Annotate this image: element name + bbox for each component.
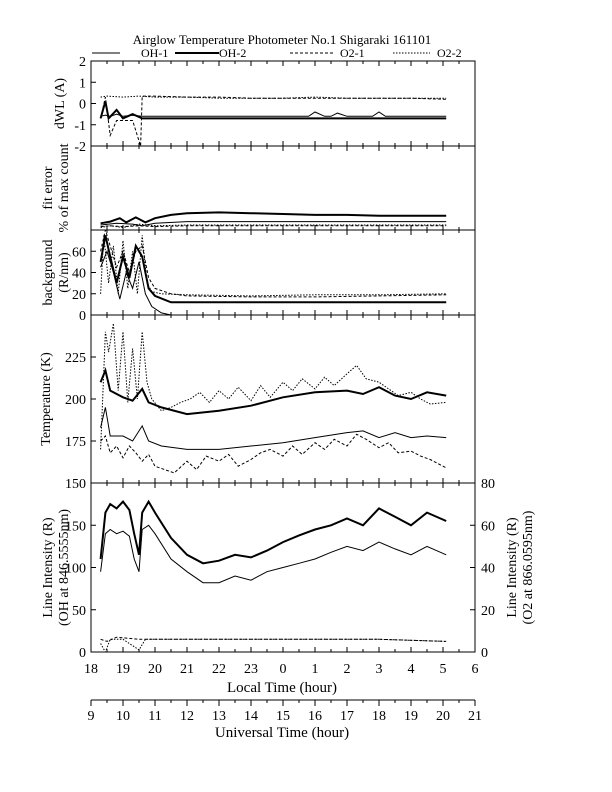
- ut-tick-label: 9: [88, 709, 95, 724]
- local-time-tick-label: 20: [148, 662, 162, 677]
- y2-tick-label: 0: [481, 646, 488, 661]
- ut-tick-label: 21: [468, 709, 482, 724]
- series-temperature-oh-1: [100, 407, 447, 450]
- local-time-tick-label: 18: [84, 662, 98, 677]
- ut-tick-label: 15: [276, 709, 290, 724]
- series-temperature-o2-2: [100, 323, 447, 450]
- local-time-tick-label: 23: [244, 662, 258, 677]
- panel-dwl: 2 1 0 -1 -2 dWL (A): [53, 55, 476, 155]
- series-background-o2-2: [100, 235, 447, 297]
- y-tick-label: 50: [72, 604, 86, 619]
- y-tick-label: 225: [65, 351, 86, 366]
- series-dwl-oh-2: [99, 101, 447, 121]
- y-axis-label: Line Intensity (R): [41, 517, 56, 618]
- series-background-oh-2: [99, 235, 447, 304]
- panel-fit_error: fit error% of max count: [41, 143, 476, 233]
- figure-title: Airglow Temperature Photometer No.1 Shig…: [133, 32, 432, 47]
- series-fit_error-o2-1: [100, 225, 447, 228]
- local-time-tick-label: 6: [472, 662, 479, 677]
- legend-label-oh-2: OH-2: [219, 46, 246, 60]
- series-intensity-o2-2: [100, 638, 447, 652]
- series-background-oh-1: [100, 249, 447, 315]
- ut-tick-label: 16: [308, 709, 322, 724]
- y2-axis-label-2: (O2 at 866.0595nm): [521, 510, 536, 624]
- y-axis-label-2: (R/nm): [57, 252, 72, 293]
- y-tick-label: 20: [72, 288, 86, 303]
- y-tick-label: 175: [65, 435, 86, 450]
- series-temperature-o2-1: [100, 433, 447, 474]
- y-axis-label: dWL (A): [53, 78, 68, 130]
- ut-tick-label: 17: [340, 709, 354, 724]
- legend-label-oh-1: OH-1: [141, 46, 168, 60]
- series-dwl-oh-1: [100, 111, 447, 117]
- y-tick-label: -1: [74, 119, 86, 134]
- y2-tick-label: 60: [481, 519, 495, 534]
- series-dwl-o2-2: [100, 95, 447, 99]
- ut-tick-label: 20: [436, 709, 450, 724]
- legend: OH-1 OH-2 O2-1 O2-2: [91, 46, 475, 62]
- legend-label-o2-1: O2-1: [340, 46, 365, 60]
- ut-tick-label: 11: [148, 709, 161, 724]
- local-time-tick-label: 4: [408, 662, 415, 677]
- y-tick-label: 200: [65, 393, 86, 408]
- local-time-tick-label: 1: [312, 662, 319, 677]
- y2-tick-label: 40: [481, 562, 495, 577]
- local-time-tick-label: 3: [376, 662, 383, 677]
- y-axis-label: Temperature (K): [39, 352, 54, 446]
- ut-tick-label: 12: [180, 709, 194, 724]
- ut-tick-label: 19: [404, 709, 418, 724]
- panel-frame: [90, 314, 476, 484]
- y-axis-label-2: % of max count: [57, 143, 72, 232]
- y-tick-label: 0: [79, 646, 86, 661]
- local-time-tick-label: 19: [116, 662, 130, 677]
- x-axes: Local Time (hour) Universal Time (hour) …: [84, 662, 482, 741]
- series-fit_error-oh-2: [100, 211, 447, 225]
- series-background-o2-1: [100, 230, 447, 298]
- y-tick-label: 150: [65, 519, 86, 534]
- y2-tick-label: 20: [481, 604, 495, 619]
- panels: 2 1 0 -1 -2 dWL (A) fit error% of max count 0 20…: [39, 55, 536, 661]
- series-intensity-oh-2: [99, 499, 447, 565]
- ut-tick-label: 14: [244, 709, 258, 724]
- y-tick-label: 100: [65, 562, 86, 577]
- y-axis-label: background: [41, 239, 56, 305]
- y-tick-label: 150: [65, 477, 86, 492]
- panel-frame: [90, 60, 476, 147]
- legend-label-o2-2: O2-2: [437, 46, 462, 60]
- y-tick-label: -2: [74, 140, 86, 155]
- series-temperature-oh-2: [99, 367, 447, 416]
- y-tick-label: 2: [79, 55, 86, 70]
- series-dwl-o2-1: [100, 95, 447, 146]
- universal-time-axis-title: Universal Time (hour): [215, 725, 349, 741]
- panel-frame: [90, 145, 476, 231]
- series-fit_error-o2-2: [100, 223, 447, 229]
- local-time-tick-label: 22: [212, 662, 226, 677]
- local-time-tick-label: 2: [344, 662, 351, 677]
- ut-tick-label: 18: [372, 709, 386, 724]
- panel-temperature: 150 175 200 225 Temperature (K): [39, 314, 476, 492]
- y-axis-label-2: (OH at 846.5555nm): [57, 509, 72, 626]
- ut-tick-label: 10: [116, 709, 130, 724]
- panel-background: 0 20 40 60 background (R/nm): [41, 229, 476, 324]
- y-tick-label: 0: [79, 309, 86, 324]
- y-tick-label: 40: [72, 267, 86, 282]
- series-intensity-oh-1: [100, 524, 447, 584]
- y-axis-label: fit error: [41, 166, 56, 209]
- y-tick-label: 60: [72, 245, 86, 260]
- ut-tick-label: 13: [212, 709, 226, 724]
- local-time-tick-label: 0: [280, 662, 287, 677]
- y2-axis-label: Line Intensity (R): [505, 517, 520, 618]
- series-fit_error-oh-1: [100, 221, 447, 227]
- y-tick-label: 0: [79, 98, 86, 113]
- local-time-axis-title: Local Time (hour): [227, 680, 337, 696]
- local-time-tick-label: 21: [180, 662, 194, 677]
- y-tick-label: 1: [79, 76, 86, 91]
- y2-tick-label: 80: [481, 477, 495, 492]
- local-time-tick-label: 5: [440, 662, 447, 677]
